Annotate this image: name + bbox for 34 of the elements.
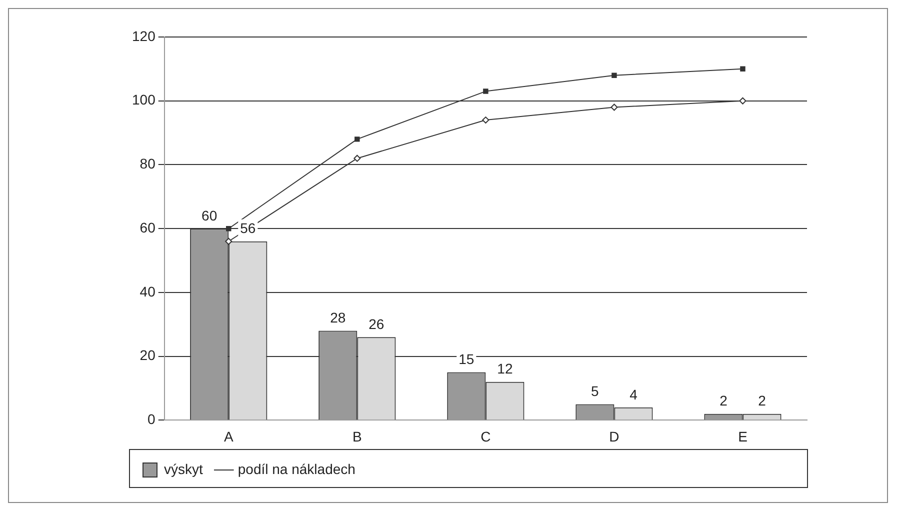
x-tick-label: E — [738, 428, 748, 444]
y-tick-label: 20 — [140, 347, 156, 364]
data-label: 2 — [720, 392, 728, 409]
point — [225, 238, 232, 245]
y-tick-label: 0 — [148, 411, 156, 428]
y-tick-label: 100 — [132, 92, 156, 108]
data-label: 12 — [497, 360, 513, 377]
y-tick-label: 80 — [140, 156, 156, 172]
point — [612, 72, 617, 78]
y-tick-label: 120 — [132, 28, 156, 44]
data-label: 60 — [202, 207, 218, 224]
point — [226, 226, 232, 232]
x-tick-label: B — [352, 428, 362, 444]
data-label: 15 — [458, 351, 474, 368]
legend-label: výskyt — [164, 460, 203, 477]
point — [483, 88, 488, 94]
legend-label: podíl na nákladech — [238, 460, 356, 477]
data-label: 28 — [330, 310, 346, 326]
point — [740, 66, 746, 72]
data-label: 26 — [368, 316, 384, 332]
point — [354, 136, 360, 142]
point — [610, 104, 618, 111]
x-tick-label: C — [480, 428, 491, 444]
point — [354, 154, 361, 162]
x-tick-label: D — [609, 428, 620, 444]
point — [482, 116, 490, 124]
data-label: 2 — [758, 392, 766, 409]
data-label: 56 — [240, 220, 256, 236]
point — [739, 97, 746, 104]
data-label: 5 — [591, 383, 600, 400]
y-tick-label: 40 — [140, 283, 156, 300]
x-tick-label: A — [224, 428, 234, 444]
data-label: 4 — [630, 386, 638, 402]
y-tick-label: 60 — [140, 219, 156, 236]
